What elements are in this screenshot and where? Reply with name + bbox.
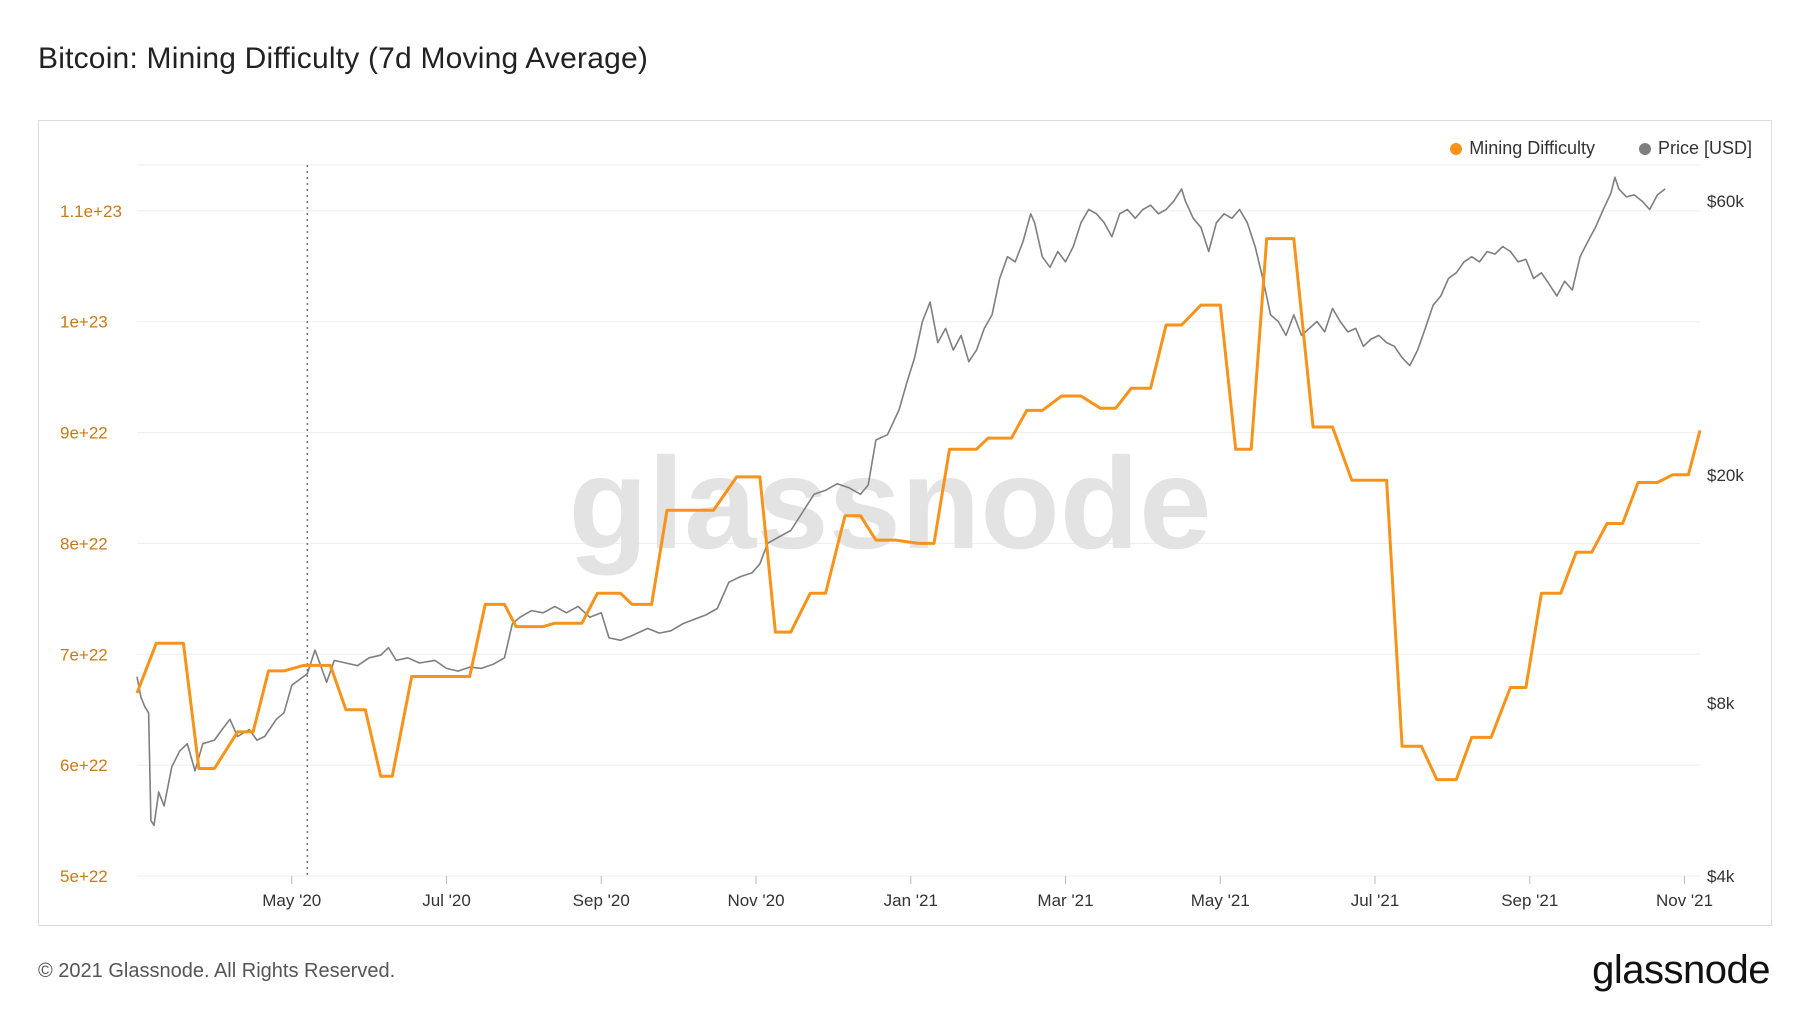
left-axis-tick-label: 1e+23 [60, 313, 108, 332]
watermark: glassnode [569, 430, 1212, 576]
legend-price-label: Price [USD] [1657, 138, 1752, 158]
left-axis-tick-label: 6e+22 [60, 756, 108, 775]
x-axis-tick-label: Jan '21 [884, 891, 938, 910]
legend-price-dot [1638, 142, 1651, 155]
x-axis-tick-label: Nov '20 [727, 891, 784, 910]
difficulty-series-line[interactable] [135, 237, 1702, 782]
left-axis-tick-label: 7e+22 [60, 645, 108, 664]
x-axis-tick-label: May '21 [1191, 891, 1250, 910]
price-series-line[interactable] [136, 176, 1666, 827]
x-axis-tick-label: May '20 [262, 891, 321, 910]
right-axis-tick-label: $60k [1707, 192, 1744, 211]
x-axis-tick-label: Mar '21 [1037, 891, 1093, 910]
brand-logo: glassnode [1592, 948, 1770, 992]
legend: Mining Difficulty Price [USD] [1450, 138, 1752, 159]
x-axis: May '20 Jul '20 Sep '20 Nov '20 Jan '21 Mar '… [262, 876, 1713, 910]
right-axis: $4k $8k $20k $60k [1707, 192, 1744, 886]
legend-difficulty-label: Mining Difficulty [1469, 138, 1595, 158]
x-axis-tick-label: Sep '21 [1501, 891, 1558, 910]
legend-difficulty-dot [1450, 142, 1463, 155]
right-axis-tick-label: $8k [1707, 694, 1735, 713]
right-axis-tick-label: $20k [1707, 466, 1744, 485]
x-axis-tick-label: Sep '20 [573, 891, 630, 910]
x-axis-tick-label: Jul '20 [422, 891, 471, 910]
copyright-footer: © 2021 Glassnode. All Rights Reserved. [38, 960, 396, 982]
legend-item-difficulty[interactable]: Mining Difficulty [1450, 138, 1595, 159]
left-axis-tick-label: 5e+22 [60, 867, 108, 886]
chart-title: Bitcoin: Mining Difficulty (7d Moving Av… [38, 42, 649, 75]
left-axis: 5e+22 6e+22 7e+22 8e+22 9e+22 1e+23 1.1e+23 [60, 202, 122, 886]
left-axis-tick-label: 8e+22 [60, 534, 108, 553]
gridlines [137, 164, 1700, 877]
right-axis-tick-label: $4k [1707, 867, 1735, 886]
legend-item-price[interactable]: Price [USD] [1638, 138, 1752, 159]
x-axis-tick-label: Nov '21 [1656, 891, 1713, 910]
left-axis-tick-label: 9e+22 [60, 424, 108, 443]
chart-frame [38, 120, 1772, 926]
left-axis-tick-label: 1.1e+23 [60, 202, 122, 221]
x-axis-tick-label: Jul '21 [1351, 891, 1400, 910]
